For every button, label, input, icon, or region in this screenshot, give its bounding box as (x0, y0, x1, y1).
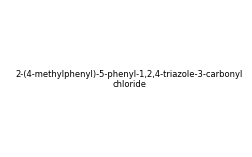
Text: 2-(4-methylphenyl)-5-phenyl-1,2,4-triazole-3-carbonyl chloride: 2-(4-methylphenyl)-5-phenyl-1,2,4-triazo… (15, 70, 243, 89)
